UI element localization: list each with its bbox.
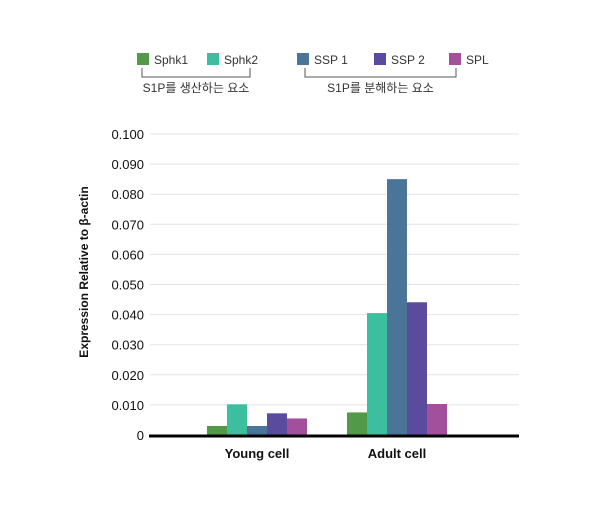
- bar-ssp-1-young-cell: [247, 425, 267, 435]
- y-tick-label: 0.090: [111, 157, 144, 172]
- y-tick-label: 0.070: [111, 217, 144, 232]
- gridlines: [150, 133, 519, 406]
- bar-sphk2-young-cell: [227, 404, 247, 435]
- legend-label-spl: SPL: [466, 53, 489, 67]
- x-category-label: Young cell: [225, 446, 290, 461]
- bar-sphk1-young-cell: [207, 425, 227, 435]
- bar-spl-young-cell: [287, 418, 307, 435]
- legend: Sphk1 Sphk2 SSP 1 SSP 2 SPL S1P를 생산하는 요소 S1P를 …: [137, 53, 489, 95]
- x-category-label: Adult cell: [368, 446, 427, 461]
- legend-swatch-ssp-1: [297, 53, 309, 65]
- legend-group-bracket: [141, 68, 251, 78]
- legend-group-bracket: [304, 68, 457, 78]
- y-tick-label: 0.040: [111, 308, 144, 323]
- y-tick-label: 0: [137, 428, 144, 443]
- legend-label-sphk1: Sphk1: [154, 53, 188, 67]
- legend-label-sphk2: Sphk2: [224, 53, 258, 67]
- bar-ssp-2-adult-cell: [407, 302, 427, 435]
- legend-swatch-ssp-2: [374, 53, 386, 65]
- legend-label-ssp-1: SSP 1: [314, 53, 348, 67]
- legend-label-ssp-2: SSP 2: [391, 53, 425, 67]
- legend-swatch-spl: [449, 53, 461, 65]
- axes: 0 0.010 0.020 0.030 0.040 0.050 0.060 0.070 0.08…: [77, 127, 519, 461]
- bar-ssp-1-adult-cell: [387, 179, 407, 435]
- legend-group-label: S1P를 분해하는 요소: [327, 81, 434, 95]
- y-tick-label: 0.050: [111, 278, 144, 293]
- y-axis-title: Expression Relative to β-actin: [77, 186, 91, 357]
- legend-swatch-sphk2: [207, 53, 219, 65]
- bar-sphk2-adult-cell: [367, 313, 387, 435]
- y-tick-label: 0.030: [111, 338, 144, 353]
- y-tick-label: 0.060: [111, 247, 144, 262]
- y-tick-label: 0.080: [111, 187, 144, 202]
- bars: [207, 179, 447, 435]
- bar-ssp-2-young-cell: [267, 413, 287, 435]
- y-tick-label: 0.010: [111, 398, 144, 413]
- bar-spl-adult-cell: [427, 403, 447, 435]
- y-tick-label: 0.020: [111, 368, 144, 383]
- y-tick-label: 0.100: [111, 127, 144, 142]
- legend-swatch-sphk1: [137, 53, 149, 65]
- legend-group-label: S1P를 생산하는 요소: [143, 81, 250, 95]
- bar-sphk1-adult-cell: [347, 412, 367, 435]
